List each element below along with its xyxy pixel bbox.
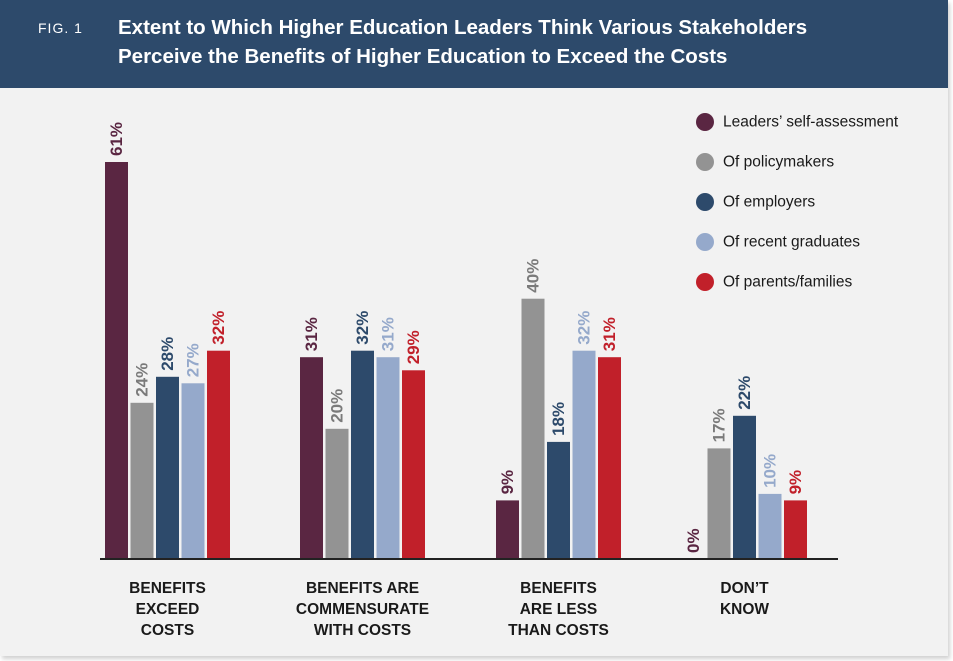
bar-value-label: 28% — [158, 337, 177, 371]
bar — [758, 493, 782, 559]
category-label: THAN COSTS — [508, 622, 609, 639]
legend-marker — [696, 153, 714, 171]
category-label: DON’T — [720, 580, 769, 597]
bar-value-label: 22% — [735, 376, 754, 410]
figure-header: FIG. 1 Extent to Which Higher Education … — [0, 0, 948, 88]
legend-item: Of recent graduates — [696, 233, 860, 251]
bar — [496, 500, 519, 559]
bar — [130, 402, 154, 559]
figure-label: FIG. 1 — [38, 20, 83, 36]
bar — [784, 500, 807, 559]
bar — [207, 350, 230, 559]
bar — [105, 162, 128, 559]
bar-value-label: 32% — [209, 311, 228, 345]
legend-item: Of employers — [696, 193, 815, 211]
bar-value-label: 32% — [353, 311, 372, 345]
legend-label: Of employers — [723, 194, 815, 211]
legend-label: Leaders’ self-assessment — [723, 114, 899, 131]
legend: Leaders’ self-assessment Of policymakers O… — [696, 113, 899, 291]
legend-marker — [696, 273, 714, 291]
bar-value-label: 31% — [379, 317, 398, 351]
bar-value-label: 40% — [524, 259, 543, 293]
bar-value-label: 10% — [761, 454, 780, 488]
legend-label: Of recent graduates — [723, 234, 860, 251]
bar-value-label: 29% — [404, 330, 423, 364]
bar-value-label: 17% — [710, 408, 729, 442]
category-label: EXCEED — [136, 601, 200, 618]
bar — [376, 357, 400, 559]
legend-label: Of policymakers — [723, 154, 834, 171]
bar — [598, 357, 621, 559]
legend-label: Of parents/families — [723, 274, 852, 291]
category-label: BENEFITS — [520, 580, 597, 597]
bar-value-label: 9% — [786, 470, 805, 495]
category-label: WITH COSTS — [314, 622, 411, 639]
legend-item: Of policymakers — [696, 153, 834, 171]
bar-value-label: 24% — [133, 363, 152, 397]
bar-value-label: 20% — [328, 389, 347, 423]
category-label: COSTS — [141, 622, 194, 639]
bar — [300, 357, 323, 559]
bar — [733, 415, 756, 559]
legend-marker — [696, 193, 714, 211]
category-labels: BENEFITS EXCEED COSTS BENEFITS ARE COMMENSUR… — [129, 580, 769, 639]
bar-value-label: 31% — [302, 317, 321, 351]
bar — [325, 428, 349, 559]
bar-value-label: 32% — [575, 311, 594, 345]
figure-title-line-1: Extent to Which Higher Education Leaders… — [118, 16, 808, 39]
category-label: BENEFITS — [129, 580, 206, 597]
bar-value-label: 61% — [107, 122, 126, 156]
bar — [402, 370, 425, 559]
figure-title: Extent to Which Higher Education Leaders… — [118, 13, 918, 71]
bar-value-label: 0% — [684, 528, 703, 553]
bar — [181, 383, 205, 559]
bar-value-label: 27% — [184, 343, 203, 377]
bars-layer: 61% 24% 28% 27% 32% 31% 20% 32% 31% 29% 9% 40% 18% 32… — [105, 122, 807, 559]
bar-value-label: 31% — [600, 317, 619, 351]
bar — [572, 350, 596, 559]
category-label: COMMENSURATE — [296, 601, 429, 618]
legend-marker — [696, 233, 714, 251]
bar — [156, 376, 179, 559]
legend-item: Leaders’ self-assessment — [696, 113, 899, 131]
bar — [707, 448, 731, 559]
bar-value-label: 18% — [549, 402, 568, 436]
category-label: BENEFITS ARE — [306, 580, 419, 597]
category-label: KNOW — [720, 601, 769, 618]
bar — [547, 441, 570, 559]
legend-item: Of parents/families — [696, 273, 852, 291]
category-label: ARE LESS — [520, 601, 598, 618]
bar — [351, 350, 374, 559]
figure-title-line-2: Perceive the Benefits of Higher Educatio… — [118, 45, 728, 68]
bar-value-label: 9% — [498, 470, 517, 495]
bar — [521, 298, 545, 559]
legend-marker — [696, 113, 714, 131]
